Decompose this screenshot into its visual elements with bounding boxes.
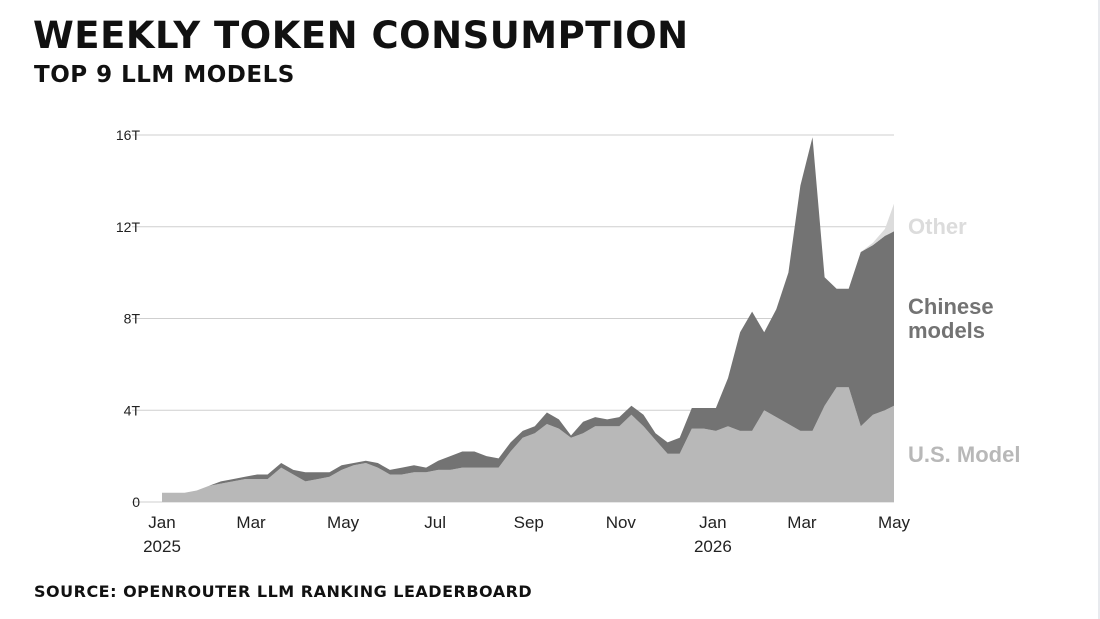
label-other: Other [908, 214, 967, 239]
axis-ticks: 0 4T 8T 12T 16T Jan 2025 Mar May Jul Sep Nov Jan 2026… [116, 127, 911, 556]
y-tick-label: 16T [116, 127, 141, 143]
series-labels: Other Chinese models U.S. Model [908, 214, 1020, 467]
x-tick-year-label: 2025 [143, 537, 181, 556]
area-us-models [162, 387, 894, 502]
x-tick-label: Sep [514, 513, 544, 532]
right-edge-divider [1098, 0, 1100, 619]
x-tick-label: May [878, 513, 911, 532]
x-tick-label: May [327, 513, 360, 532]
chart-subtitle: TOP 9 LLM MODELS [34, 62, 295, 88]
source-note: SOURCE: OPENROUTER LLM RANKING LEADERBOA… [34, 582, 533, 601]
label-us-model: U.S. Model [908, 442, 1020, 467]
x-tick-label: Jul [424, 513, 446, 532]
areas [162, 137, 894, 502]
x-tick-label: Mar [236, 513, 266, 532]
x-tick-year-label: 2026 [694, 537, 732, 556]
x-tick-label: Nov [606, 513, 637, 532]
y-tick-label: 4T [124, 402, 141, 418]
x-tick-label: Jan [699, 513, 726, 532]
label-chinese-models: Chinese models [908, 294, 994, 343]
x-tick-label: Jan [148, 513, 175, 532]
y-tick-label: 0 [132, 494, 140, 510]
y-tick-label: 12T [116, 219, 141, 235]
y-tick-label: 8T [124, 311, 141, 327]
chart-title: WEEKLY TOKEN CONSUMPTION [33, 14, 689, 57]
x-tick-label: Mar [787, 513, 817, 532]
